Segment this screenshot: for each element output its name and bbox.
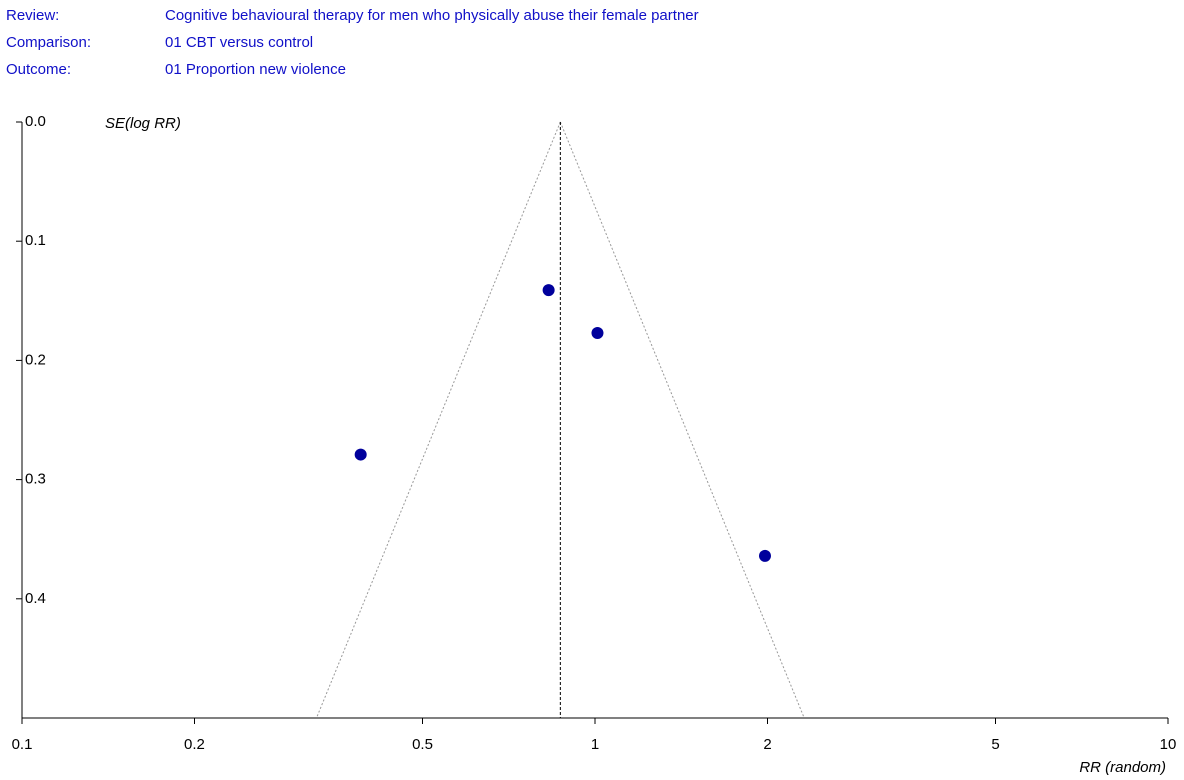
x-tick-label: 5	[991, 736, 999, 753]
funnel-right	[559, 121, 805, 719]
header-label: Review:	[6, 7, 59, 24]
header-label: Comparison:	[6, 34, 91, 51]
study-point	[758, 549, 771, 562]
study-point	[354, 448, 367, 461]
y-tick-label: 0.4	[25, 590, 46, 607]
x-axis-label: RR (random)	[1079, 759, 1166, 776]
header-value: 01 Proportion new violence	[165, 61, 346, 78]
x-tick-label: 1	[591, 736, 599, 753]
study-point	[542, 284, 555, 297]
x-tick-label: 0.1	[12, 736, 33, 753]
y-axis-label: SE(log RR)	[105, 115, 181, 132]
y-tick-label: 0.2	[25, 351, 46, 368]
header-value: 01 CBT versus control	[165, 34, 313, 51]
x-tick-label: 0.2	[184, 736, 205, 753]
funnel-left	[316, 121, 561, 719]
header-value: Cognitive behavioural therapy for men wh…	[165, 7, 699, 24]
y-tick-label: 0.0	[25, 113, 46, 130]
y-tick-label: 0.1	[25, 232, 46, 249]
study-point	[591, 326, 604, 339]
header-label: Outcome:	[6, 61, 71, 78]
y-tick-label: 0.3	[25, 471, 46, 488]
x-tick-label: 2	[763, 736, 771, 753]
x-tick-label: 0.5	[412, 736, 433, 753]
x-tick-label: 10	[1160, 736, 1177, 753]
